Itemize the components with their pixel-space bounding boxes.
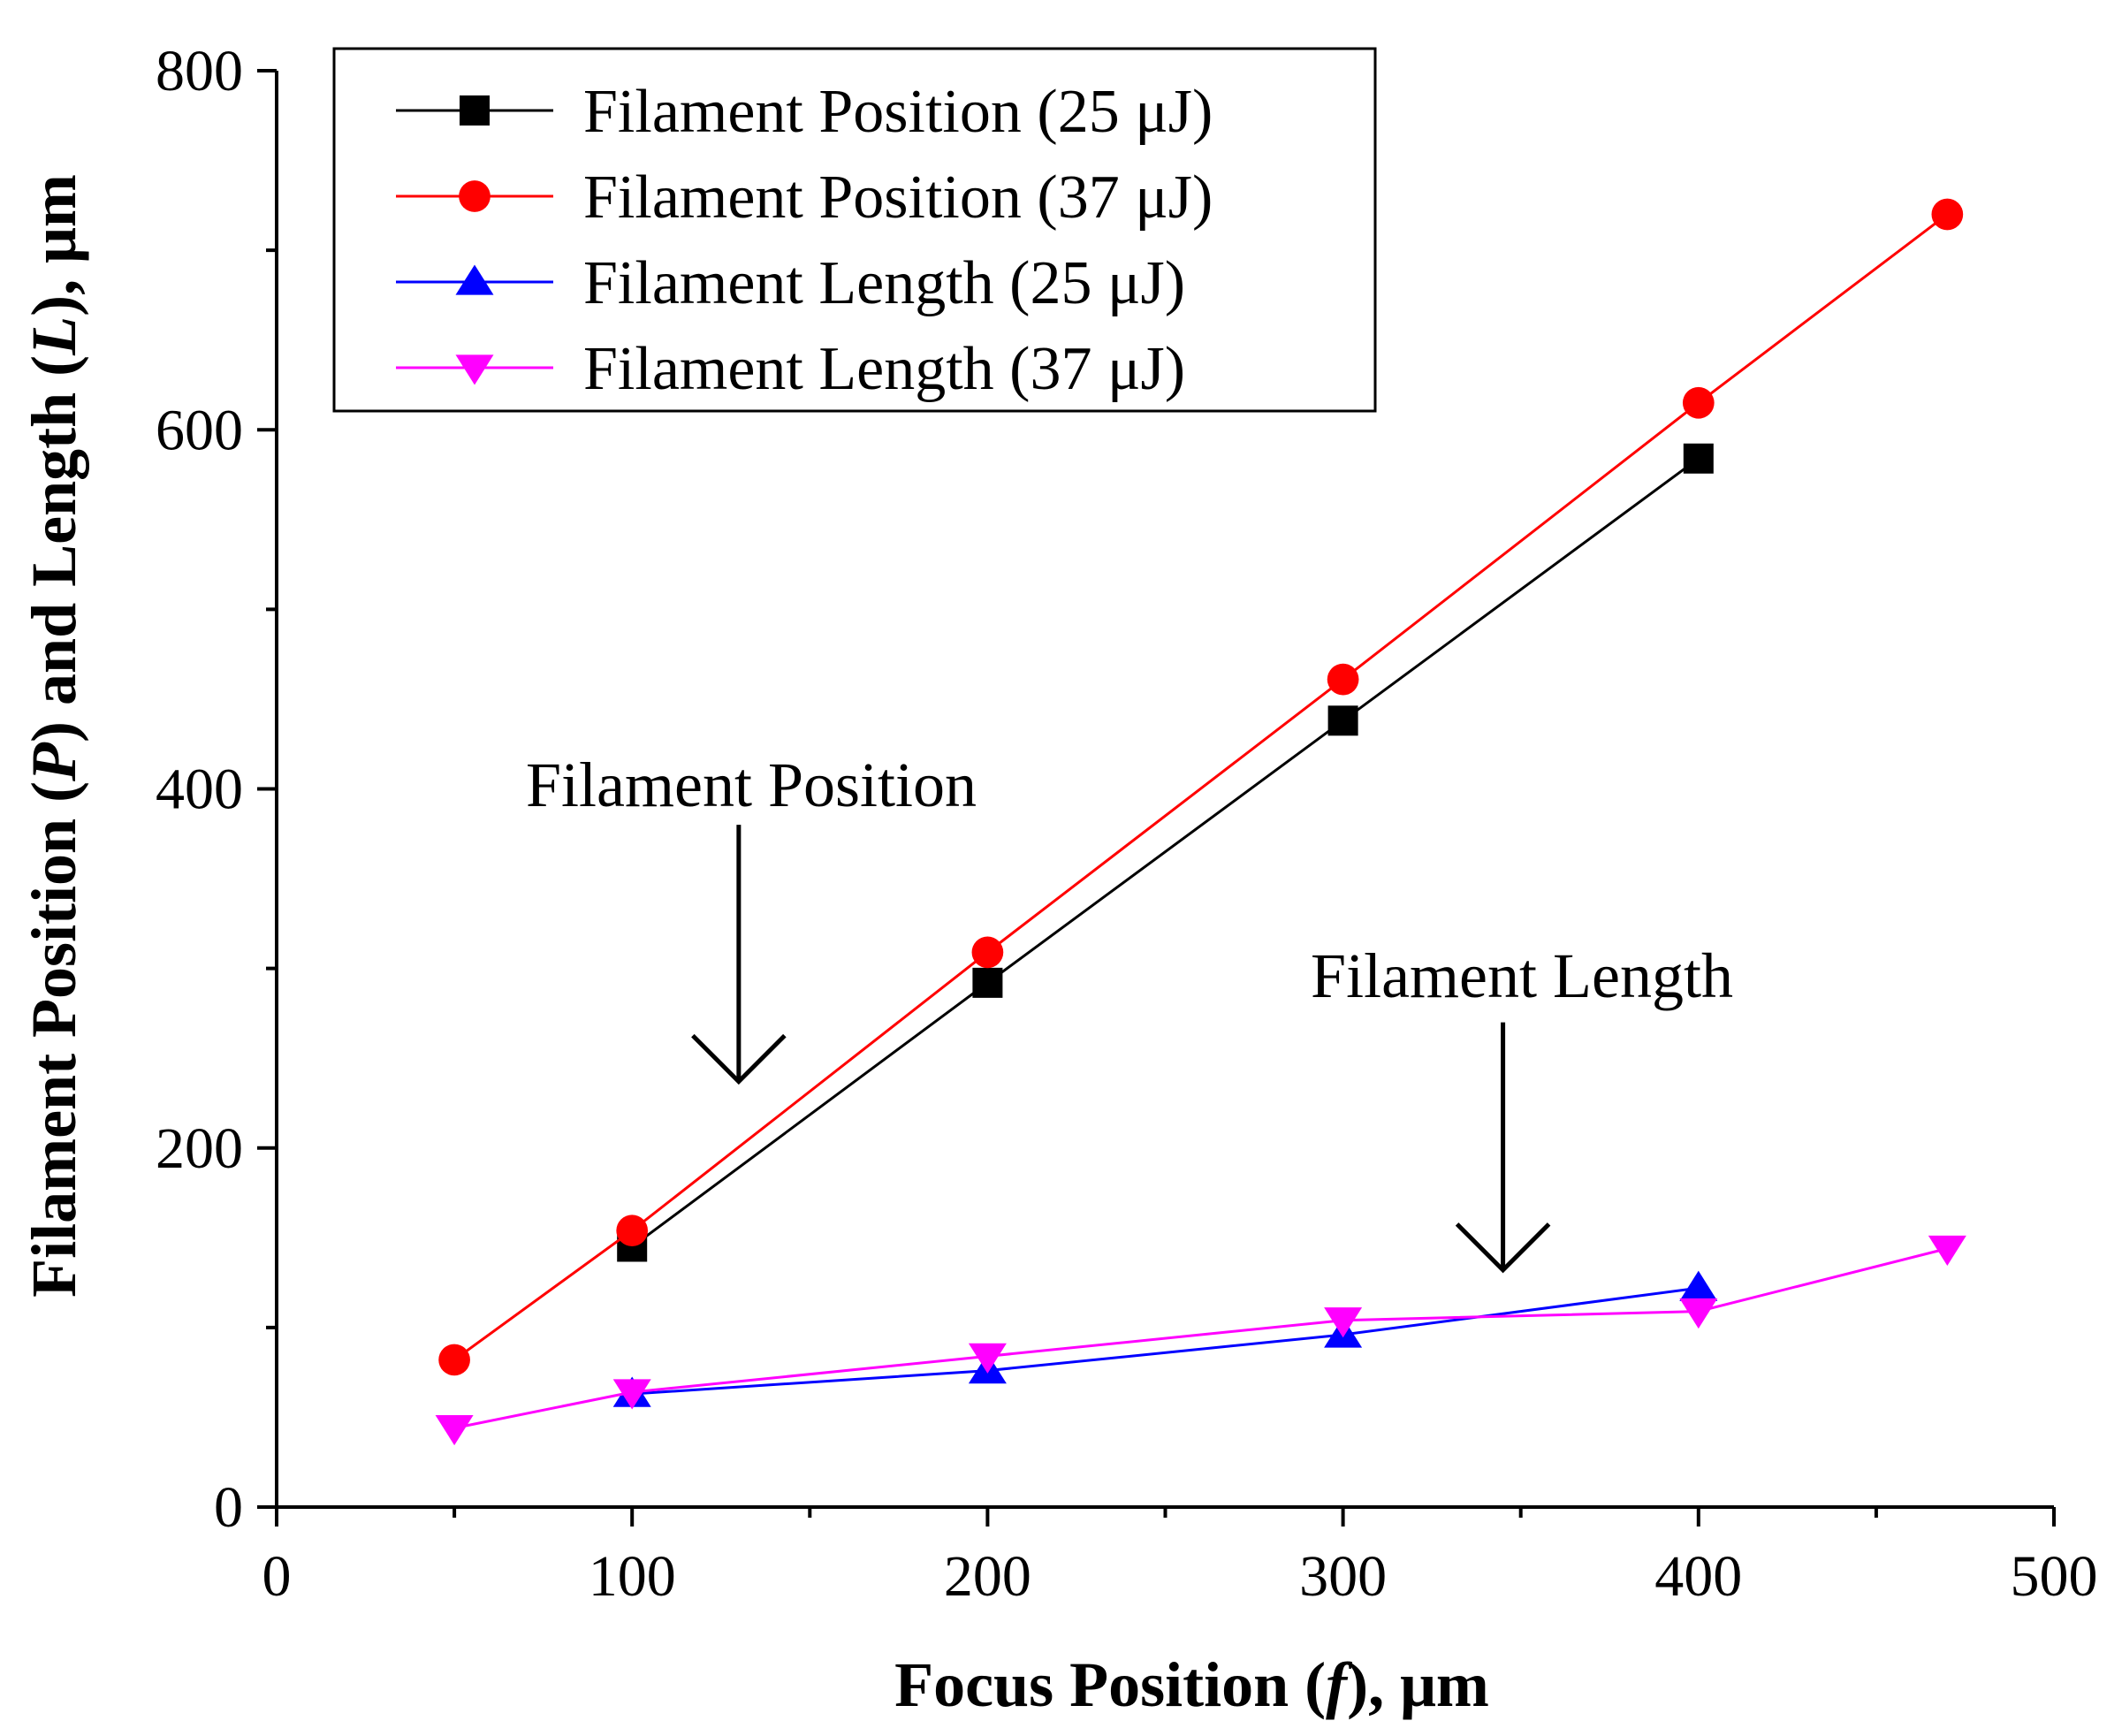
y-axis-title-var1: P <box>19 742 89 782</box>
data-point <box>972 967 1003 998</box>
legend-entry: Filament Length (37 μJ) <box>396 335 1185 403</box>
plot-area <box>435 198 1966 1446</box>
data-point <box>971 936 1004 969</box>
data-point <box>1682 386 1715 419</box>
series-line <box>632 1286 1699 1396</box>
data-point <box>616 1214 649 1247</box>
data-point <box>1679 1270 1718 1301</box>
legend-label: Filament Length (25 μJ) <box>583 249 1185 317</box>
legend: Filament Position (25 μJ) Filament Positi… <box>332 47 1377 413</box>
series-line <box>453 213 1949 1361</box>
legend-entry: Filament Length (25 μJ) <box>396 249 1185 317</box>
data-point <box>1324 1307 1363 1338</box>
x-tick-label: 100 <box>589 1544 676 1609</box>
legend-label: Filament Length (37 μJ) <box>583 335 1185 403</box>
legend-label: Filament Position (37 μJ) <box>583 164 1213 232</box>
y-axis-title-var2: L <box>19 316 89 356</box>
annotation-1: Filament Position <box>526 750 977 1085</box>
annotation-arrow-head <box>1455 1222 1551 1274</box>
x-axis-title-prefix: Focus Position ( <box>894 1649 1326 1720</box>
y-tick-label: 800 <box>156 39 243 103</box>
y-axis-title-part2: ) and Length ( <box>19 355 89 742</box>
x-tick-label: 400 <box>1654 1544 1742 1609</box>
legend-label: Filament Position (25 μJ) <box>583 78 1213 146</box>
data-point <box>1327 705 1358 736</box>
annotation-arrow-head <box>691 1033 787 1085</box>
series-line <box>631 457 1700 1248</box>
y-axis-title: Filament Position (P) and Length (L), μm <box>19 174 89 1298</box>
y-axis-title-part1: Filament Position ( <box>19 781 89 1298</box>
y-tick-label: 200 <box>156 1116 243 1181</box>
legend-marker <box>455 264 494 295</box>
x-tick-label: 200 <box>944 1544 1031 1609</box>
data-point <box>438 1344 470 1376</box>
x-tick-label: 500 <box>2011 1544 2098 1609</box>
y-tick-label: 0 <box>214 1475 243 1540</box>
data-point <box>1679 1298 1718 1329</box>
axes: 0 100 200 300 400 500 0 200 400 600 800 Focus Posit… <box>19 39 2098 1720</box>
data-point <box>1327 663 1359 696</box>
data-point <box>1928 1235 1966 1267</box>
annotation-label: Filament Position <box>526 750 977 820</box>
legend-marker <box>455 354 494 385</box>
x-axis-title: Focus Position (f), μm <box>894 1649 1489 1720</box>
y-tick-label: 400 <box>156 758 243 822</box>
series-4 <box>435 1235 1966 1446</box>
data-point <box>612 1379 651 1410</box>
series-line <box>453 1247 1948 1430</box>
legend-marker <box>460 95 490 126</box>
data-point <box>1683 443 1714 474</box>
x-tick-label: 300 <box>1299 1544 1387 1609</box>
legend-marker <box>459 180 491 212</box>
annotation-2: Filament Length <box>1311 940 1733 1274</box>
legend-entry: Filament Position (37 μJ) <box>396 164 1213 232</box>
data-point <box>1931 198 1964 231</box>
legend-entry: Filament Position (25 μJ) <box>396 78 1213 146</box>
y-axis-title-part3: ), μm <box>19 174 89 316</box>
data-point <box>435 1414 474 1446</box>
data-point <box>968 1343 1007 1374</box>
y-tick-label: 600 <box>156 398 243 462</box>
x-axis-title-suffix: ), μm <box>1347 1649 1489 1720</box>
series-1 <box>617 443 1714 1262</box>
legend-box <box>332 47 1377 413</box>
x-tick-label: 0 <box>262 1544 292 1609</box>
annotations: Filament Position Filament Length <box>526 750 1733 1274</box>
series-2 <box>438 198 1964 1376</box>
annotation-label: Filament Length <box>1311 940 1733 1011</box>
